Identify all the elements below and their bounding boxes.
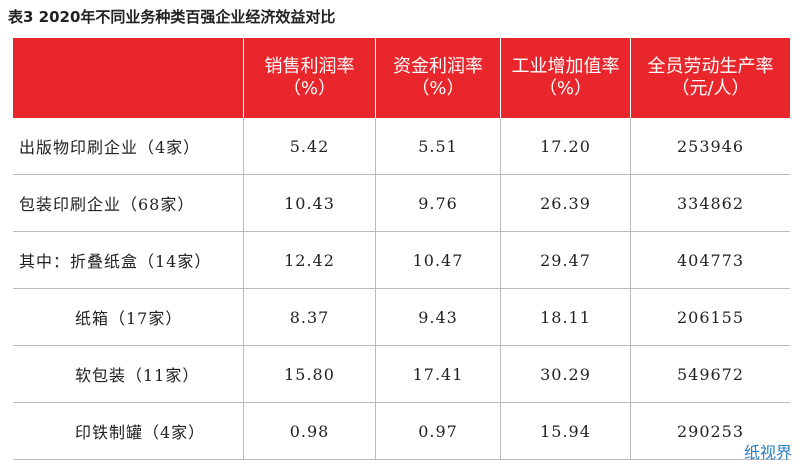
header-text: 工业增加值率 — [511, 56, 620, 77]
watermark: 纸视界 — [743, 443, 792, 462]
header-text: （%） — [538, 78, 593, 99]
header-cell: 工业增加值率 （%） — [500, 38, 630, 118]
row-label: 印铁制罐（4家） — [13, 403, 243, 460]
row-label: 纸箱（17家） — [13, 289, 243, 346]
header-text: （元/人） — [671, 78, 750, 99]
header-text: 销售利润率 — [264, 56, 355, 77]
value-cell: 253946 — [630, 118, 790, 175]
value-cell: 10.47 — [375, 232, 500, 289]
value-cell: 15.80 — [243, 346, 375, 403]
value-cell: 206155 — [630, 289, 790, 346]
table-title: 表3 2020年不同业务种类百强企业经济效益对比 — [8, 8, 336, 26]
value-cell: 290253 — [630, 403, 790, 460]
value-cell: 29.47 — [500, 232, 630, 289]
value-cell: 8.37 — [243, 289, 375, 346]
value-cell: 9.76 — [375, 175, 500, 232]
header-text: 资金利润率 — [393, 56, 483, 77]
value-cell: 26.39 — [500, 175, 630, 232]
row-label: 包装印刷企业（68家） — [13, 175, 243, 232]
value-cell: 9.43 — [375, 289, 500, 346]
row-label: 出版物印刷企业（4家） — [13, 118, 243, 175]
value-cell: 30.29 — [500, 346, 630, 403]
header-text: （%） — [282, 78, 337, 99]
header-blank — [13, 38, 243, 118]
value-cell: 18.11 — [500, 289, 630, 346]
value-cell: 15.94 — [500, 403, 630, 460]
value-cell: 0.98 — [243, 403, 375, 460]
header-cell: 销售利润率 （%） — [243, 38, 375, 118]
header-cell: 资金利润率 （%） — [375, 38, 500, 118]
value-cell: 17.20 — [500, 118, 630, 175]
value-cell: 10.43 — [243, 175, 375, 232]
row-label: 其中：折叠纸盒（14家） — [13, 232, 243, 289]
value-cell: 334862 — [630, 175, 790, 232]
value-cell: 0.97 — [375, 403, 500, 460]
value-cell: 5.51 — [375, 118, 500, 175]
value-cell: 404773 — [630, 232, 790, 289]
value-cell: 549672 — [630, 346, 790, 403]
value-cell: 5.42 — [243, 118, 375, 175]
value-cell: 12.42 — [243, 232, 375, 289]
header-cell: 全员劳动生产率 （元/人） — [630, 38, 790, 118]
header-text: 全员劳动生产率 — [647, 56, 774, 77]
value-cell: 17.41 — [375, 346, 500, 403]
header-text: （%） — [411, 78, 465, 99]
row-label: 软包装（11家） — [13, 346, 243, 403]
